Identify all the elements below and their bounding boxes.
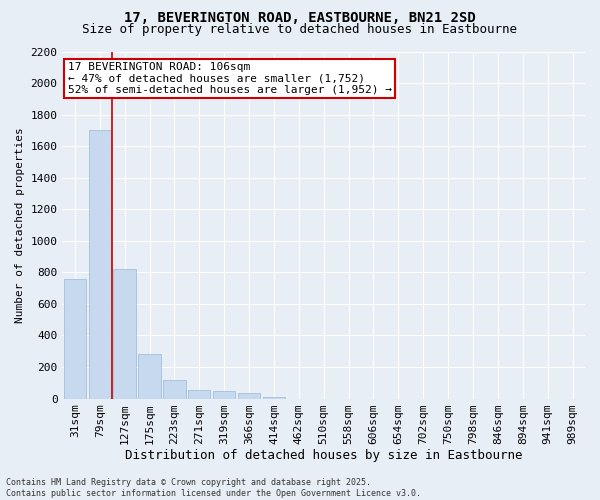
Bar bbox=[113, 269, 136, 398]
Bar bbox=[238, 393, 260, 398]
Bar bbox=[163, 380, 185, 398]
Text: 17 BEVERINGTON ROAD: 106sqm
← 47% of detached houses are smaller (1,752)
52% of : 17 BEVERINGTON ROAD: 106sqm ← 47% of det… bbox=[68, 62, 392, 95]
Bar bbox=[64, 278, 86, 398]
Text: Size of property relative to detached houses in Eastbourne: Size of property relative to detached ho… bbox=[83, 22, 517, 36]
Bar bbox=[139, 354, 161, 399]
X-axis label: Distribution of detached houses by size in Eastbourne: Distribution of detached houses by size … bbox=[125, 450, 523, 462]
Bar bbox=[89, 130, 111, 398]
Bar bbox=[188, 390, 211, 398]
Bar bbox=[263, 397, 285, 398]
Text: 17, BEVERINGTON ROAD, EASTBOURNE, BN21 2SD: 17, BEVERINGTON ROAD, EASTBOURNE, BN21 2… bbox=[124, 11, 476, 25]
Bar bbox=[213, 392, 235, 398]
Text: Contains HM Land Registry data © Crown copyright and database right 2025.
Contai: Contains HM Land Registry data © Crown c… bbox=[6, 478, 421, 498]
Y-axis label: Number of detached properties: Number of detached properties bbox=[15, 127, 25, 323]
